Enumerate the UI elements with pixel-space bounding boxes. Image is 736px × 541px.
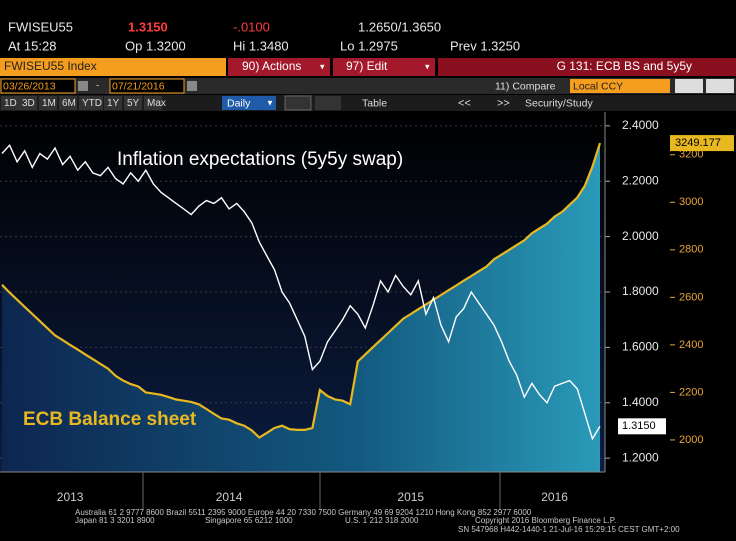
frequency[interactable]: Daily — [227, 97, 251, 109]
footer-us: U.S. 1 212 318 2000 — [345, 516, 419, 525]
end-box[interactable] — [109, 78, 185, 94]
period-bar — [0, 95, 736, 111]
page-title: G 131: ECB BS and 5y5y — [557, 59, 692, 73]
x-tick-label: 2013 — [57, 490, 84, 504]
period[interactable]: 5Y — [127, 98, 140, 109]
y-tick-label: 2.4000 — [622, 118, 659, 132]
compare[interactable]: 11) Compare — [495, 80, 556, 92]
y-tick-label: 1.4000 — [622, 395, 659, 409]
dropdown-arrow: ▾ — [320, 61, 325, 71]
end-date[interactable]: 07/21/2016 — [112, 80, 165, 92]
bar-tool[interactable] — [315, 96, 341, 110]
dropdown-arrow: ▾ — [425, 61, 430, 71]
currency[interactable]: Local CCY — [573, 80, 623, 92]
frequency-box[interactable] — [222, 96, 276, 110]
period-button[interactable] — [144, 96, 162, 110]
last-value-label: 1.3150 — [622, 420, 656, 432]
prev: Prev 1.3250 — [450, 38, 520, 53]
calendar-icon[interactable] — [187, 81, 197, 91]
y-tick-label: 1.6000 — [622, 340, 659, 354]
table[interactable]: Table — [362, 97, 387, 109]
y-tick-label: 2.0000 — [622, 229, 659, 243]
period[interactable]: YTD — [82, 98, 102, 109]
y2-tick-label: 2800 — [679, 244, 703, 256]
bid-ask: 1.2650/1.3650 — [358, 19, 441, 34]
x-tick-label: 2014 — [216, 490, 243, 504]
y2-tick-label: 2600 — [679, 291, 703, 303]
scroll-right[interactable]: >> — [497, 97, 510, 109]
ticker: FWISEU55 — [8, 19, 73, 34]
y-tick-label: 2.2000 — [622, 173, 659, 187]
chart: 1.2000 1.4000 1.6000 1.8000 2.0000 2.2000 2.40… — [0, 118, 734, 504]
y-tick-label: 1.8000 — [622, 284, 659, 298]
period-button[interactable] — [19, 96, 37, 110]
footer-line: SN 547968 H442-1440-1 21-Jul-16 15:29:15… — [458, 525, 680, 534]
last-value-box — [618, 418, 666, 435]
change: -.0100 — [233, 19, 270, 34]
line — [1, 143, 601, 441]
series-label: ECB Balance sheet — [23, 409, 197, 430]
page-bar — [438, 58, 736, 76]
period[interactable]: 3D — [22, 98, 35, 109]
start-date[interactable]: 03/26/2013 — [3, 80, 56, 92]
period-button[interactable] — [124, 96, 142, 110]
calendar-icon[interactable] — [78, 81, 88, 91]
period[interactable]: 6M — [62, 98, 76, 109]
last-value-label: 3249.177 — [675, 137, 721, 149]
period[interactable]: 1M — [42, 98, 56, 109]
icon[interactable] — [675, 79, 703, 93]
security-bar — [0, 58, 226, 76]
line-tool[interactable] — [284, 95, 312, 111]
security: FWISEU55 Index — [4, 59, 97, 73]
currency-box[interactable] — [570, 79, 670, 93]
time: At 15:28 — [8, 38, 56, 53]
y2-tick-label: 2200 — [679, 386, 703, 398]
study[interactable]: Security/Study — [525, 97, 593, 109]
footer-singapore: Singapore 65 6212 1000 — [205, 516, 293, 525]
period-button[interactable] — [79, 96, 103, 110]
dropdown-arrow: ▼ — [266, 99, 274, 108]
period[interactable]: 1D — [4, 98, 17, 109]
periods: 1D 3D 1M 6M YTD 1Y 5Y Max — [1, 96, 166, 110]
footer-japan: Japan 81 3 3201 8900 — [75, 516, 155, 525]
open: Op 1.3200 — [125, 38, 186, 53]
period-button[interactable] — [59, 96, 77, 110]
period-button[interactable] — [1, 96, 19, 110]
footer-copyright: Copyright 2016 Bloomberg Finance L.P. — [475, 516, 616, 525]
dash: - — [96, 81, 99, 92]
actions-button[interactable] — [228, 58, 330, 76]
period-button[interactable] — [104, 96, 122, 110]
y2-tick-label: 2400 — [679, 339, 703, 351]
y-tick-label: 1.2000 — [622, 450, 659, 464]
series-label: Inflation expectations (5y5y swap) — [117, 149, 403, 170]
x-tick-label: 2015 — [397, 490, 424, 504]
edit[interactable]: 97) Edit — [346, 59, 388, 73]
low: Lo 1.2975 — [340, 38, 398, 53]
period-button[interactable] — [39, 96, 57, 110]
area — [2, 143, 600, 472]
last-value-box — [670, 135, 734, 152]
x-tick-label: 2016 — [541, 490, 568, 504]
edit-button[interactable] — [333, 58, 435, 76]
period[interactable]: Max — [147, 98, 166, 109]
y2-tick-label: 3000 — [679, 196, 703, 208]
icon[interactable] — [706, 79, 734, 93]
y2-tick-label: 2000 — [679, 434, 703, 446]
footer-line: Australia 61 2 9777 8600 Brazil 5511 239… — [75, 508, 532, 517]
start-box[interactable] — [0, 78, 76, 94]
period[interactable]: 1Y — [107, 98, 120, 109]
last-price: 1.3150 — [128, 19, 168, 34]
scroll-left[interactable]: << — [458, 97, 471, 109]
actions[interactable]: 90) Actions — [242, 59, 301, 73]
y2-tick-label: 3200 — [679, 149, 703, 161]
line — [1, 142, 602, 439]
high: Hi 1.3480 — [233, 38, 289, 53]
